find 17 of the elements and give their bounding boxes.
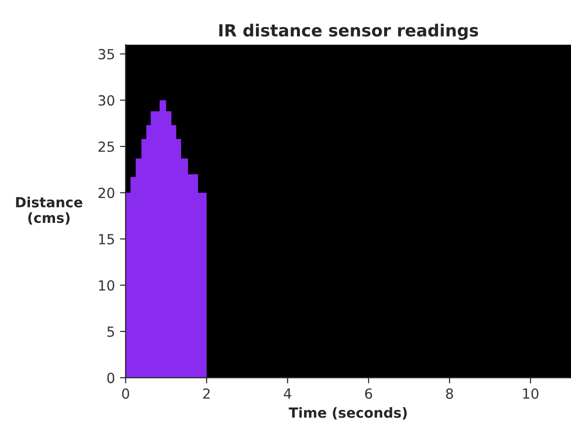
y-tick-label: 20 <box>98 188 114 198</box>
y-tick-label: 35 <box>98 48 114 60</box>
x-tick-label: 4 <box>284 388 292 399</box>
y-tick-label: 15 <box>99 234 114 244</box>
x-tick-label: 2 <box>203 388 210 399</box>
y-tick-label: 25 <box>98 141 114 152</box>
chart-title: IR distance sensor readings <box>219 24 478 40</box>
y-tick-label: 0 <box>107 372 114 384</box>
y-tick-label: 5 <box>107 326 114 337</box>
y-axis-title: Distance (cms) <box>16 196 82 225</box>
y-tick-label: 30 <box>98 95 114 106</box>
x-tick-label: 8 <box>446 388 453 399</box>
x-tick-label: 0 <box>122 388 130 399</box>
x-tick-label: 10 <box>523 388 538 399</box>
x-axis-title: Time (seconds) <box>288 407 407 420</box>
x-tick-label: 6 <box>365 388 372 399</box>
y-tick-label: 10 <box>99 280 114 291</box>
